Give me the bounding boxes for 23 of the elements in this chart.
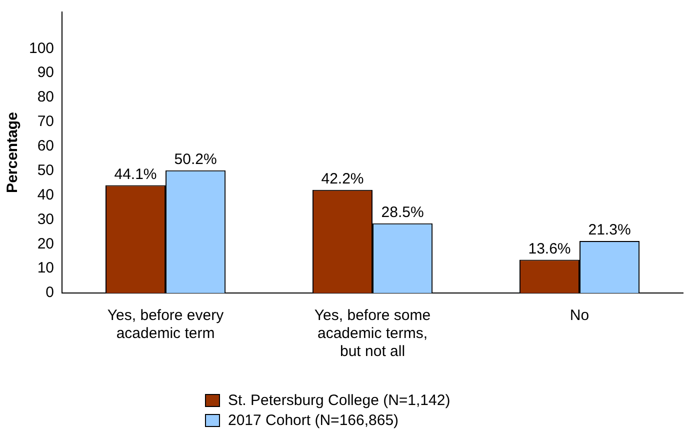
y-tick-label: 20 — [37, 235, 54, 252]
y-tick-label: 40 — [37, 186, 54, 204]
x-tick-label: Yes, before some academic terms, but not all — [314, 307, 431, 360]
y-tick-label: 90 — [37, 64, 54, 82]
y-tick-label: 30 — [37, 210, 54, 228]
legend-label: St. Petersburg College (N=1,142) — [228, 392, 450, 408]
data-label: 28.5% — [381, 204, 424, 221]
y-tick-label: 70 — [37, 113, 54, 130]
data-label: 21.3% — [588, 222, 631, 239]
data-label: 42.2% — [321, 170, 364, 188]
data-label: 13.6% — [528, 240, 571, 258]
y-axis-title: Percentage — [4, 112, 22, 193]
x-tick-label: Yes, before every academic term — [107, 307, 224, 342]
y-tick-label: 80 — [37, 88, 54, 106]
legend-label: 2017 Cohort (N=166,865) — [228, 412, 399, 428]
data-label: 50.2% — [174, 150, 217, 168]
y-tick-label: 50 — [37, 162, 54, 179]
y-tick-label: 0 — [46, 284, 54, 302]
data-label: 44.1% — [114, 166, 157, 183]
y-tick-label: 60 — [37, 138, 54, 155]
y-tick-label: 10 — [37, 260, 54, 277]
x-tick-label: No — [570, 307, 590, 324]
y-tick-label: 100 — [28, 40, 54, 57]
